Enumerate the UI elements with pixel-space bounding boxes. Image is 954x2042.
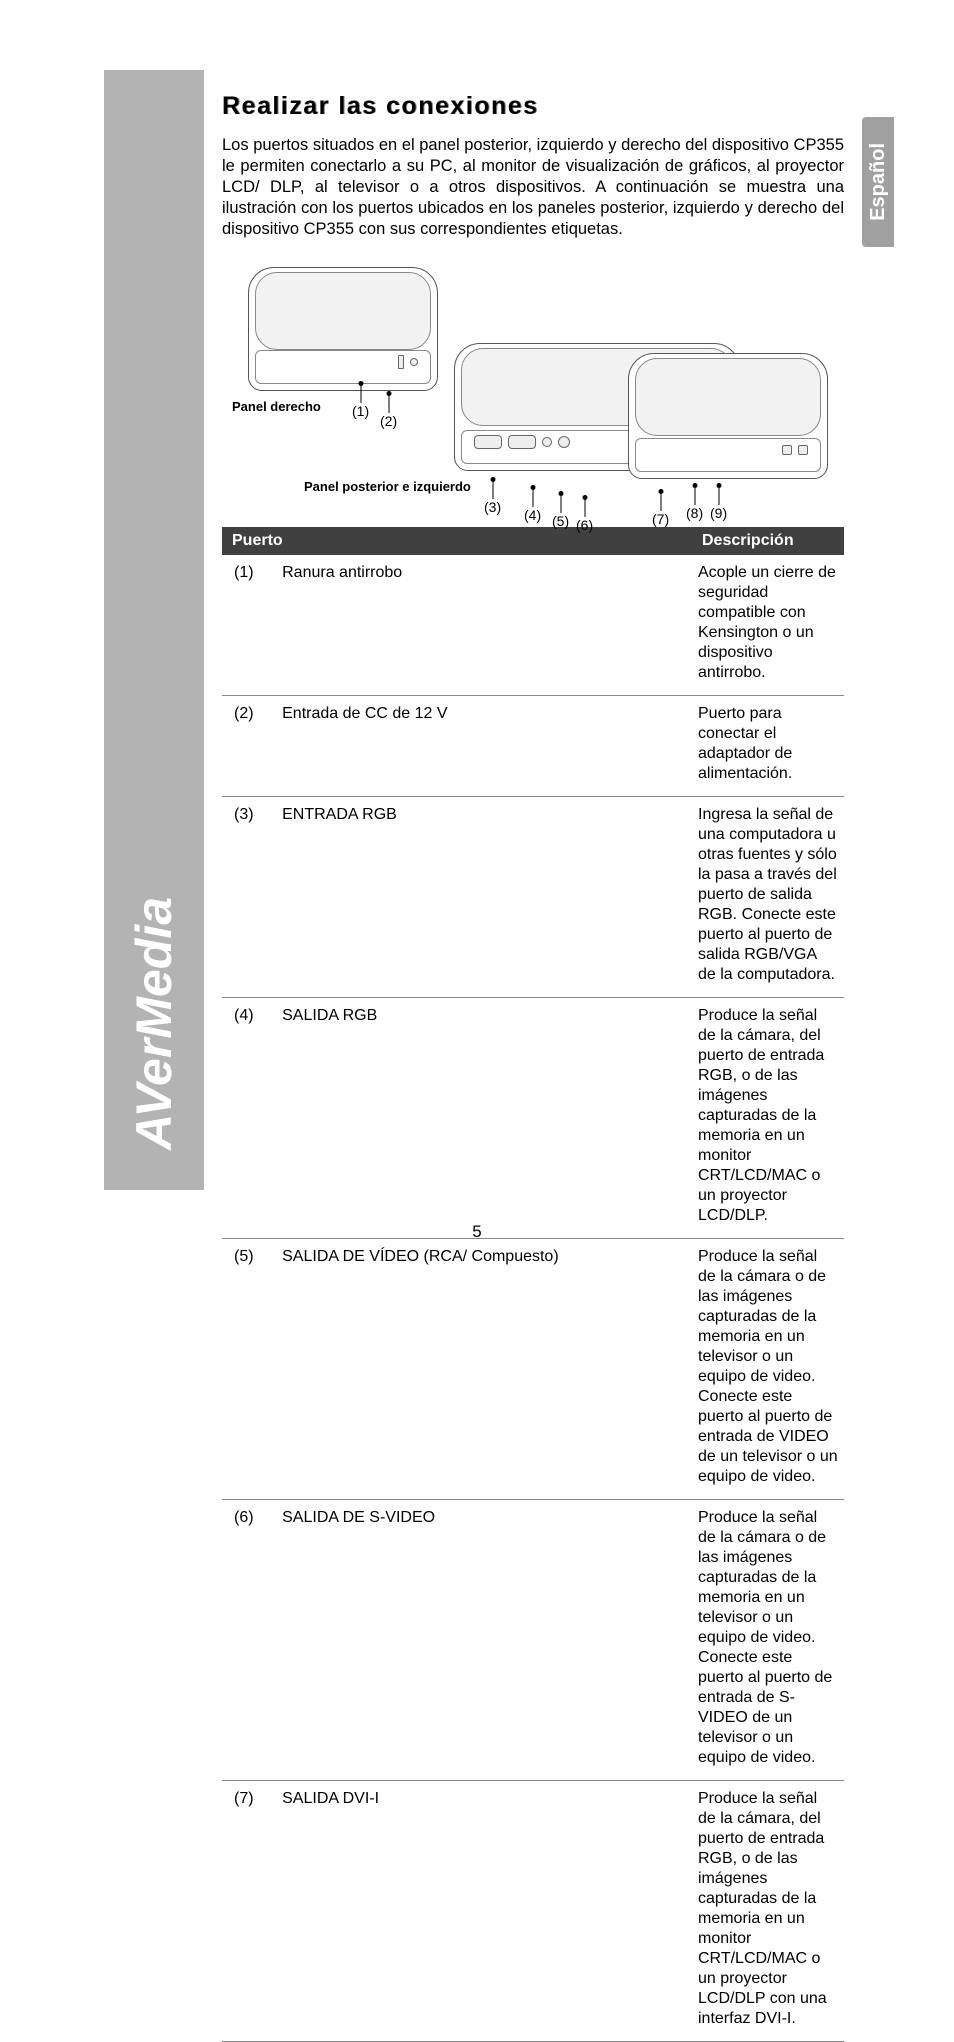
table-row: (3)ENTRADA RGBIngresa la señal de una co… (222, 796, 844, 997)
row-desc: Produce la señal de la cámara, del puert… (692, 1780, 844, 2041)
callout-4: (4) (524, 507, 541, 523)
svideo-port-icon (558, 436, 570, 448)
diagram-label-rear-left: Panel posterior e izquierdo (304, 479, 471, 494)
table-row: (2)Entrada de CC de 12 VPuerto para cone… (222, 695, 844, 796)
row-desc: Produce la señal de la cámara o de las i… (692, 1499, 844, 1780)
language-label: Español (867, 143, 890, 221)
language-tab: Español (862, 117, 894, 247)
page-content: Realizar las conexiones Los puertos situ… (222, 92, 844, 2042)
callout-5: (5) (552, 513, 569, 529)
row-port: SALIDA DE S-VIDEO (276, 1499, 692, 1780)
callout-6: (6) (576, 517, 593, 533)
table-row: (1)Ranura antirroboAcople un cierre de s… (222, 555, 844, 696)
row-number: (2) (222, 695, 276, 796)
rgb-in-port-icon (474, 435, 502, 449)
callout-2: (2) (380, 413, 397, 429)
row-desc: Ingresa la señal de una computadora u ot… (692, 796, 844, 997)
col-header-desc: Descripción (692, 527, 844, 555)
row-number: (4) (222, 997, 276, 1238)
row-desc: Acople un cierre de seguridad compatible… (692, 555, 844, 696)
table-row: (7)SALIDA DVI-IProduce la señal de la cá… (222, 1780, 844, 2041)
row-number: (1) (222, 555, 276, 696)
ports-table: Puerto Descripción (1)Ranura antirroboAc… (222, 527, 844, 2042)
callout-3: (3) (484, 499, 501, 515)
callout-1: (1) (352, 403, 369, 419)
callout-9: (9) (710, 505, 727, 521)
row-number: (6) (222, 1499, 276, 1780)
table-row: (5)SALIDA DE VÍDEO (RCA/ Compuesto)Produ… (222, 1238, 844, 1499)
callout-7: (7) (652, 511, 669, 527)
rgb-out-port-icon (508, 435, 536, 449)
rca-port-icon (542, 437, 552, 447)
ports-diagram: Panel derecho Panel posterior e izquierd… (222, 251, 844, 521)
page-number: 5 (0, 1222, 954, 1242)
brand-logo: AVerMedia (125, 897, 183, 1150)
device-left-panel (628, 353, 828, 479)
row-port: ENTRADA RGB (276, 796, 692, 997)
dc-jack-icon (410, 358, 418, 366)
row-number: (7) (222, 1780, 276, 2041)
row-port: Entrada de CC de 12 V (276, 695, 692, 796)
usb-port-icon (798, 445, 808, 455)
row-desc: Produce la señal de la cámara, del puert… (692, 997, 844, 1238)
table-header-row: Puerto Descripción (222, 527, 844, 555)
device-right-panel (248, 267, 438, 391)
antitheft-slot-icon (398, 355, 404, 369)
row-desc: Produce la señal de la cámara o de las i… (692, 1238, 844, 1499)
row-number: (3) (222, 796, 276, 997)
callout-8: (8) (686, 505, 703, 521)
row-port: Ranura antirrobo (276, 555, 692, 696)
page-title: Realizar las conexiones (222, 92, 844, 121)
table-row: (6)SALIDA DE S-VIDEOProduce la señal de … (222, 1499, 844, 1780)
usb-port-icon (782, 445, 792, 455)
row-desc: Puerto para conectar el adaptador de ali… (692, 695, 844, 796)
col-header-port: Puerto (222, 527, 692, 555)
row-port: SALIDA DVI-I (276, 1780, 692, 2041)
row-number: (5) (222, 1238, 276, 1499)
intro-paragraph: Los puertos situados en el panel posteri… (222, 135, 844, 241)
diagram-label-right: Panel derecho (232, 399, 321, 414)
table-row: (4)SALIDA RGBProduce la señal de la cáma… (222, 997, 844, 1238)
left-sidebar: AVerMedia (104, 70, 204, 1190)
row-port: SALIDA DE VÍDEO (RCA/ Compuesto) (276, 1238, 692, 1499)
row-port: SALIDA RGB (276, 997, 692, 1238)
